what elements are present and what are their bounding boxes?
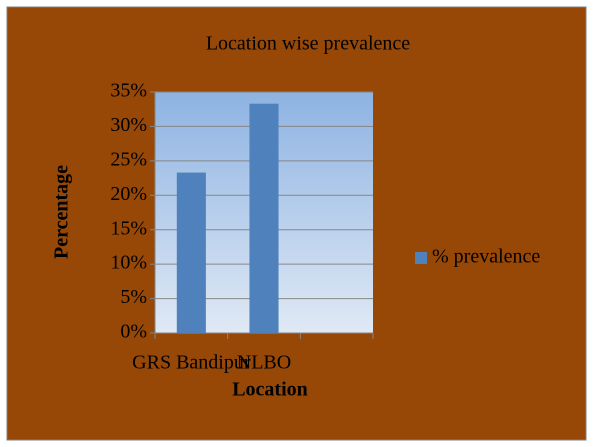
x-axis-title: Location [232, 379, 308, 401]
y-tick-label: 0% [120, 321, 147, 343]
y-tick-label: 20% [110, 183, 147, 205]
y-axis-title: Percentage [51, 165, 73, 259]
legend-swatch [415, 252, 427, 264]
bar [176, 172, 206, 333]
x-tick-label: GRS Bandipur [132, 352, 251, 374]
y-tick-label: 30% [110, 114, 147, 136]
y-tick-label: 5% [120, 286, 147, 308]
bar [249, 103, 279, 333]
chart-title: Location wise prevalence [206, 33, 410, 55]
y-tick-label: 25% [110, 148, 147, 170]
y-tick-label: 10% [110, 252, 147, 274]
y-tick-label: 35% [110, 80, 147, 102]
y-tick-label: 15% [110, 217, 147, 239]
x-tick-label: NLBO [237, 352, 291, 374]
legend-label: % prevalence [432, 246, 540, 268]
